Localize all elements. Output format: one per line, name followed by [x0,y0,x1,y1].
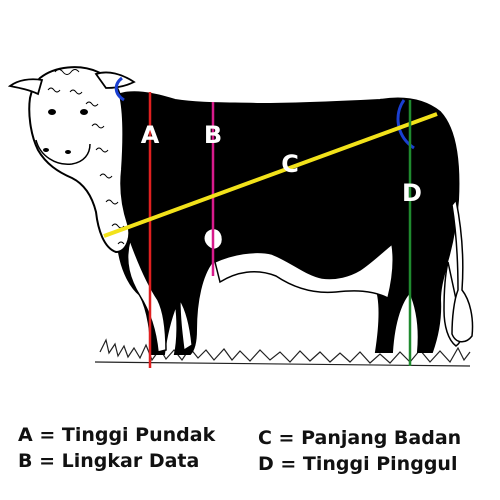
right-nostril [65,150,71,154]
label-c: C [281,150,299,178]
legend-a: A = Tinggi Pundak [18,424,216,446]
neck-arc [114,76,125,102]
legend-d: D = Tinggi Pinggul [258,453,458,475]
grass-ground [94,338,471,367]
legend-c: C = Panjang Badan [258,427,462,449]
left-nostril [43,148,49,152]
label-b: B [204,121,222,149]
right-horn [94,71,136,89]
right-eye [80,109,88,115]
line-c [103,112,438,238]
left-horn [7,78,44,96]
belly-patch [214,242,394,300]
cattle-body [114,91,460,355]
legend-b: B = Lingkar Data [18,450,200,472]
tail [451,198,474,343]
front-leg-patch [126,237,167,353]
left-eye [48,109,56,115]
face-curls [47,69,125,245]
label-d: D [402,179,422,207]
muzzle [35,139,91,165]
hoof-patch [179,297,193,352]
label-a: A [141,121,160,149]
